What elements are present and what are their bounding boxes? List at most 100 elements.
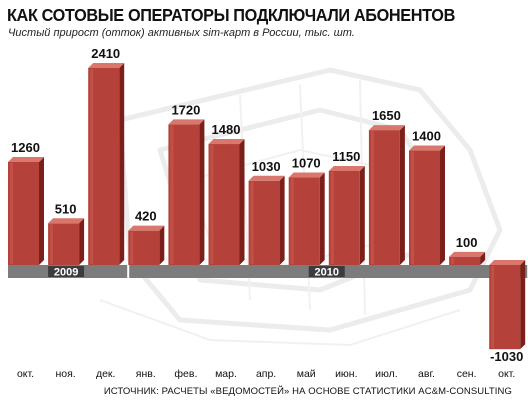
bar-2 bbox=[88, 63, 125, 265]
bar-front bbox=[208, 144, 240, 265]
month-label-5: мар. bbox=[215, 368, 237, 380]
value-label-2: 2410 bbox=[91, 46, 120, 61]
year-band bbox=[8, 265, 528, 278]
bar-front bbox=[288, 177, 320, 265]
value-label-6: 1030 bbox=[252, 159, 281, 174]
bar-top bbox=[368, 125, 405, 131]
bar-side bbox=[39, 157, 44, 265]
bar-highlight bbox=[290, 178, 294, 264]
bar-front bbox=[368, 130, 400, 265]
month-label-11: сен. bbox=[457, 368, 477, 380]
bar-highlight bbox=[451, 257, 455, 264]
value-label-5: 1480 bbox=[212, 122, 241, 137]
bar-10 bbox=[409, 145, 445, 265]
year-band-group: 2009 2010 bbox=[8, 265, 528, 279]
bar-side bbox=[319, 172, 325, 265]
chart-title: КАК СОТОВЫЕ ОПЕРАТОРЫ ПОДКЛЮЧАЛИ АБОНЕНТ… bbox=[7, 5, 455, 25]
value-label-0: 1260 bbox=[11, 140, 40, 155]
value-label-9: 1650 bbox=[372, 108, 401, 123]
bar-4 bbox=[168, 119, 205, 265]
bar-front bbox=[248, 180, 280, 265]
value-label-11: 100 bbox=[456, 235, 478, 250]
bar-side bbox=[279, 175, 285, 265]
bar-side bbox=[480, 251, 486, 265]
bar-highlight bbox=[330, 171, 334, 264]
bar-top bbox=[8, 157, 44, 163]
bar-front bbox=[128, 230, 160, 265]
month-label-10: авг. bbox=[418, 368, 435, 380]
month-label-7: май bbox=[297, 368, 316, 380]
bar-side bbox=[440, 145, 445, 265]
year-label-bg-2009 bbox=[48, 266, 85, 277]
bar-9 bbox=[368, 125, 405, 265]
bar-5 bbox=[208, 139, 245, 265]
bar-6 bbox=[248, 175, 285, 265]
bar-front bbox=[409, 150, 440, 265]
bar-highlight bbox=[170, 125, 174, 264]
bar-highlight bbox=[210, 145, 214, 264]
month-label-2: дек. bbox=[96, 368, 115, 380]
bar-0 bbox=[8, 157, 44, 265]
month-label-0: окт. bbox=[17, 368, 34, 380]
bar-side bbox=[520, 260, 526, 350]
bar-11 bbox=[449, 251, 486, 265]
bar-top bbox=[449, 251, 486, 257]
bar-12 bbox=[489, 260, 526, 350]
month-label-3: янв. bbox=[136, 368, 156, 380]
month-label-12: окт. bbox=[498, 368, 515, 380]
value-label-1: 510 bbox=[55, 201, 77, 216]
bar-side bbox=[199, 119, 205, 265]
year-label-bg-2010 bbox=[308, 266, 345, 277]
year-label-2010: 2010 bbox=[315, 267, 339, 279]
bar-highlight bbox=[491, 266, 495, 349]
bar-top bbox=[48, 218, 85, 224]
value-label-8: 1150 bbox=[332, 149, 360, 164]
bar-highlight bbox=[370, 131, 374, 264]
bar-top bbox=[208, 139, 245, 145]
bar-7 bbox=[288, 172, 325, 265]
bar-1 bbox=[48, 218, 85, 265]
bar-side bbox=[159, 225, 165, 265]
bar-top bbox=[88, 63, 125, 68]
value-label-7: 1070 bbox=[292, 156, 321, 171]
bars-group bbox=[8, 63, 526, 350]
month-label-1: ноя. bbox=[55, 368, 75, 380]
bar-3 bbox=[128, 225, 165, 265]
source-note: ИСТОЧНИК: РАСЧЕТЫ «ВЕДОМОСТЕЙ» НА ОСНОВЕ… bbox=[103, 386, 512, 397]
bar-front bbox=[449, 256, 481, 265]
bar-side bbox=[79, 218, 85, 265]
bar-side bbox=[399, 125, 405, 265]
bar-side bbox=[359, 165, 365, 265]
bar-top bbox=[248, 175, 285, 181]
bar-top bbox=[288, 172, 325, 178]
bar-highlight bbox=[90, 69, 94, 264]
bar-top bbox=[409, 145, 445, 151]
value-label-3: 420 bbox=[135, 209, 157, 224]
month-label-9: июл. bbox=[375, 368, 398, 380]
bar-highlight bbox=[10, 163, 13, 264]
bar-top bbox=[489, 260, 526, 265]
year-label-2009: 2009 bbox=[54, 267, 78, 279]
chart-subtitle: Чистый прирост (отток) активных sim-карт… bbox=[8, 27, 355, 39]
month-label-4: фев. bbox=[174, 368, 197, 380]
bar-front bbox=[48, 223, 80, 265]
bar-side bbox=[119, 63, 125, 265]
value-label-4: 1720 bbox=[171, 102, 200, 117]
bar-8 bbox=[328, 165, 365, 265]
bar-front bbox=[489, 265, 521, 350]
value-label-12: -1030 bbox=[490, 349, 523, 364]
bar-front bbox=[88, 68, 120, 265]
bar-top bbox=[328, 165, 365, 171]
month-label-8: июн. bbox=[335, 368, 357, 380]
bar-front bbox=[168, 124, 200, 265]
bar-front bbox=[8, 162, 39, 265]
bar-top bbox=[128, 225, 165, 231]
labels-group: 1260 окт. 510 ноя. 2410 дек. 420 янв. 1720 фев. 14… bbox=[11, 46, 523, 380]
value-label-10: 1400 bbox=[412, 129, 441, 144]
bar-highlight bbox=[250, 181, 254, 264]
bar-highlight bbox=[411, 151, 414, 264]
bar-side bbox=[239, 139, 245, 265]
bar-front bbox=[328, 170, 360, 265]
bar-top bbox=[168, 119, 205, 125]
